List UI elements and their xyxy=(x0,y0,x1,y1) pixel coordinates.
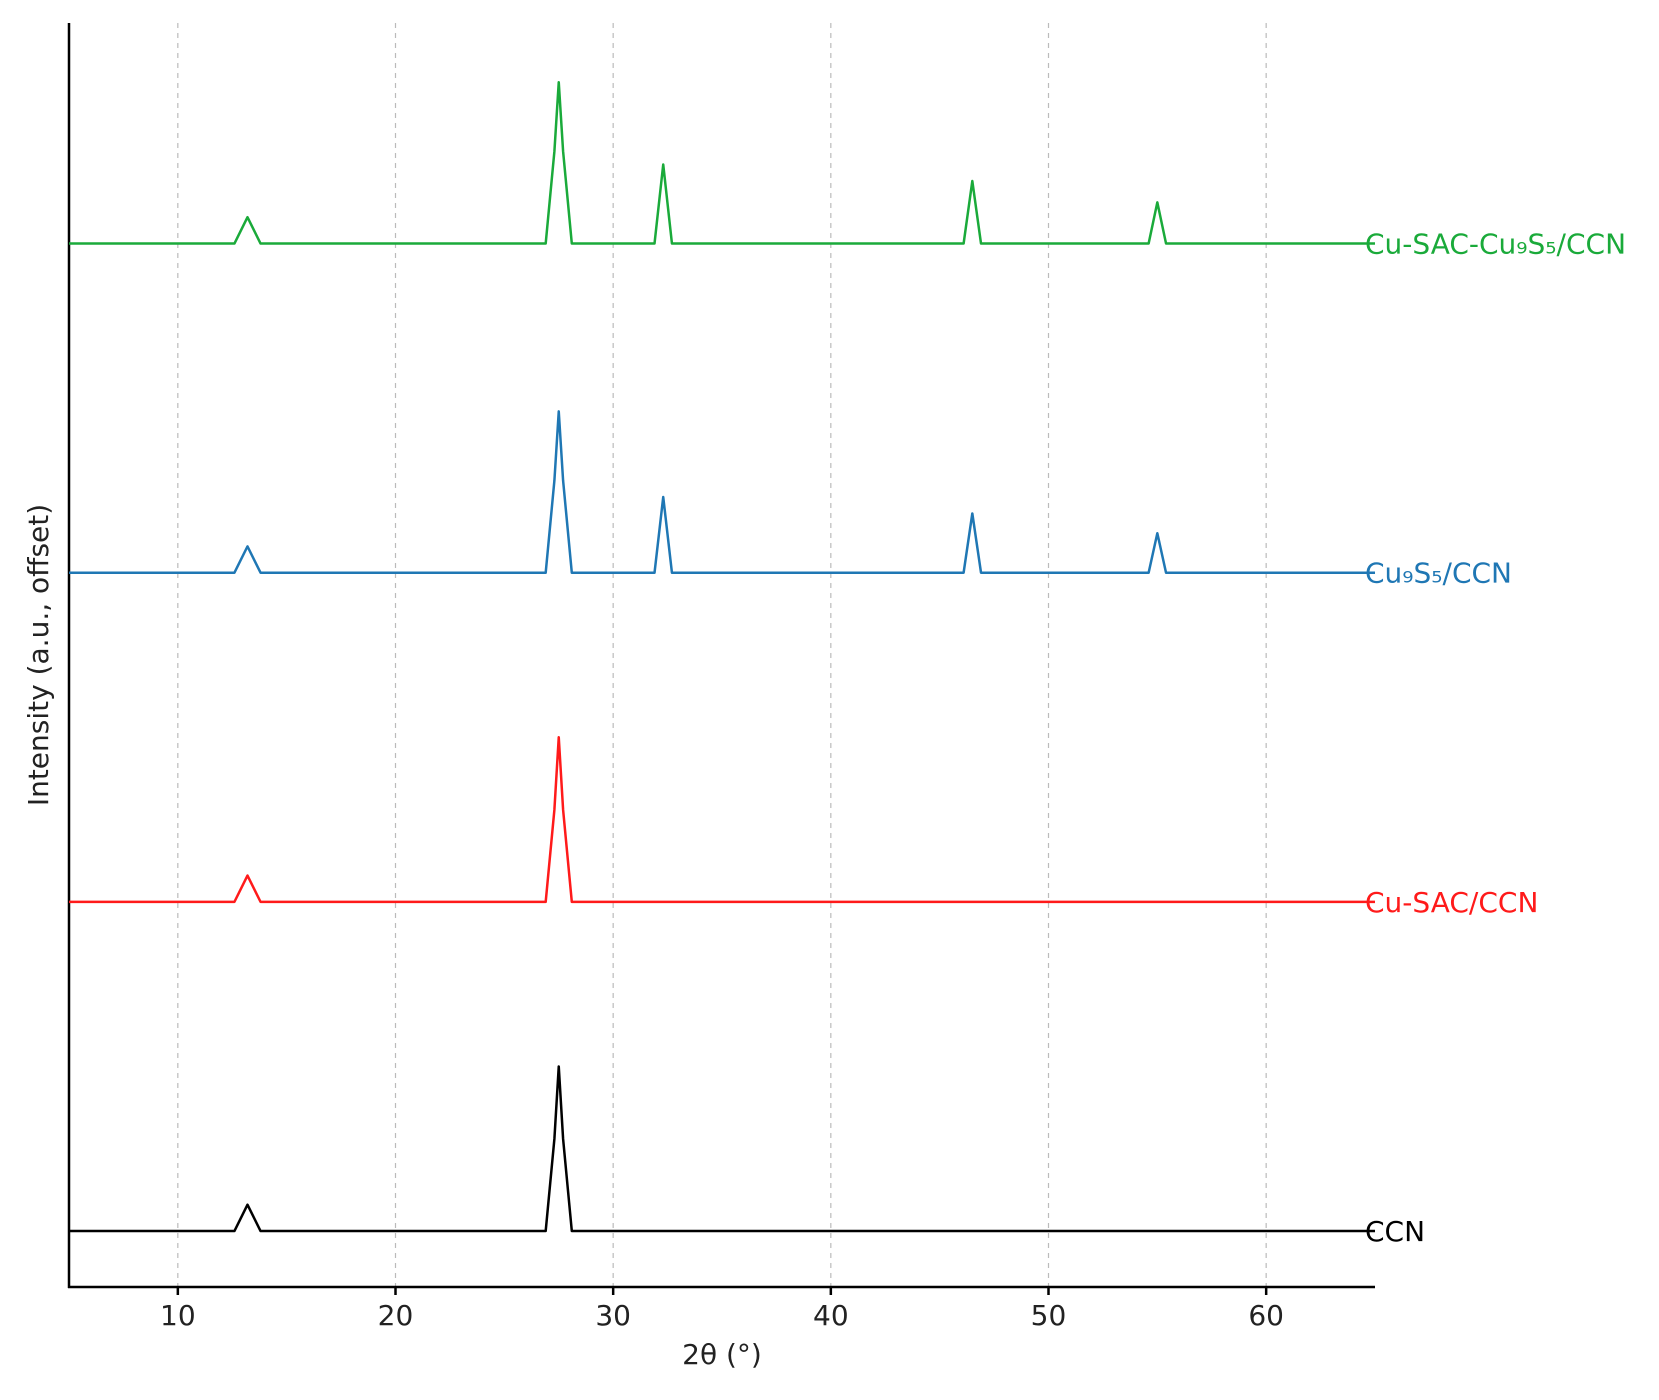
series-line xyxy=(69,1065,1375,1233)
series-label: Cu-SAC/CCN xyxy=(1365,886,1538,919)
series-label: Cu₉S₅/CCN xyxy=(1365,557,1512,590)
series-line xyxy=(69,736,1375,904)
x-axis-label: 2θ (°) xyxy=(682,1338,762,1371)
x-tick-label: 20 xyxy=(378,1299,414,1332)
x-tick-label: 30 xyxy=(595,1299,631,1332)
series-label: Cu-SAC-Cu₉S₅/CCN xyxy=(1365,228,1626,261)
series-line xyxy=(69,410,1375,574)
x-tick-label: 60 xyxy=(1248,1299,1284,1332)
series-label: CCN xyxy=(1365,1215,1425,1248)
x-tick-label: 40 xyxy=(813,1299,849,1332)
x-tick-label: 50 xyxy=(1031,1299,1067,1332)
series-line xyxy=(69,81,1375,245)
y-axis-label: Intensity (a.u., offset) xyxy=(22,504,55,806)
x-tick-label: 10 xyxy=(160,1299,196,1332)
